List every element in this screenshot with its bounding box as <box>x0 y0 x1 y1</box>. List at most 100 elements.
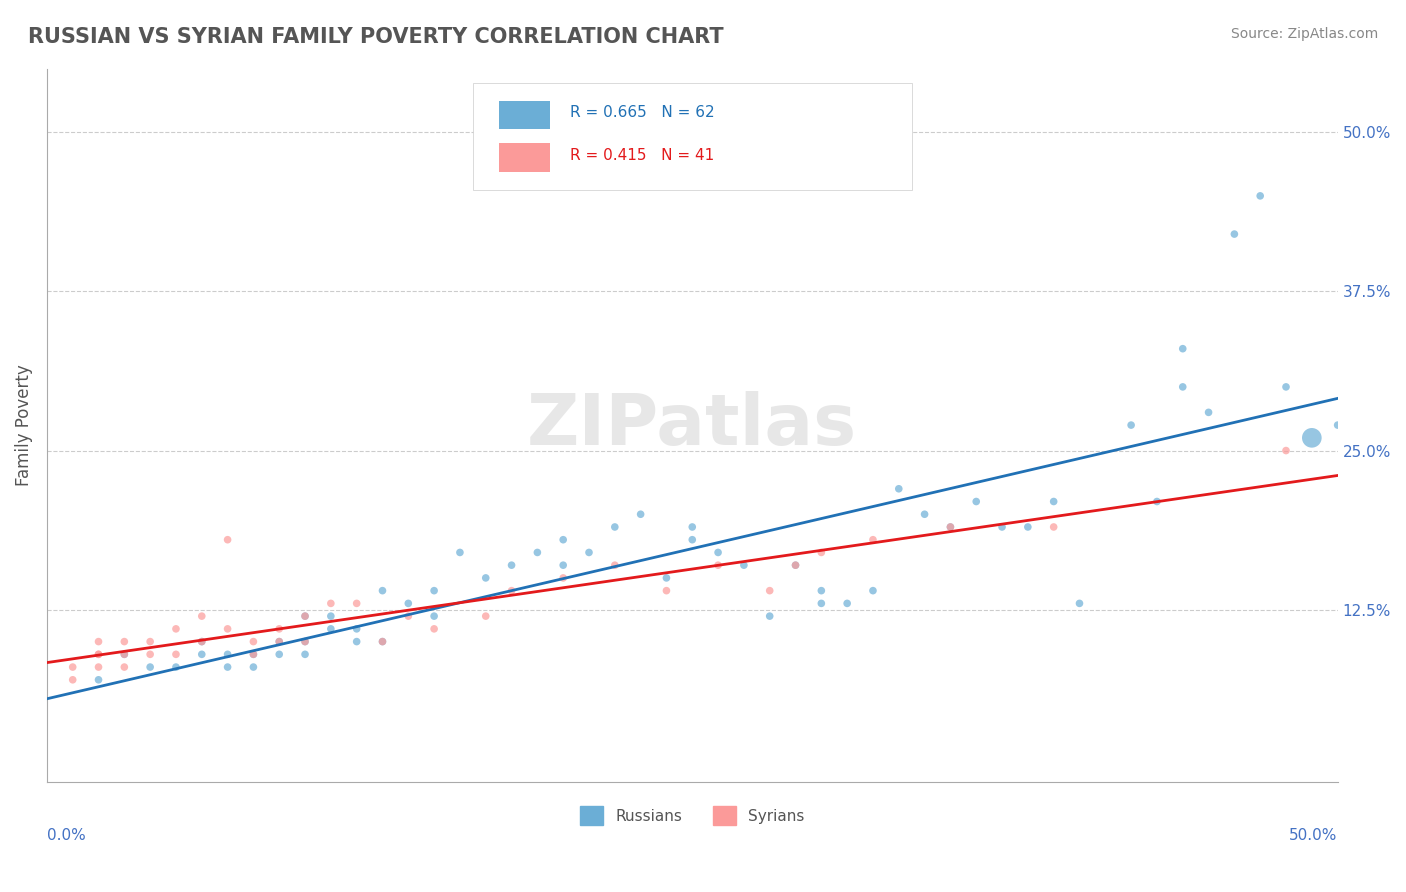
Point <box>87 648 110 662</box>
Point <box>294 609 316 624</box>
Point <box>991 520 1014 534</box>
Point <box>217 660 239 674</box>
Text: 50.0%: 50.0% <box>1289 828 1337 843</box>
Point <box>62 660 84 674</box>
Point <box>733 558 755 573</box>
Point <box>758 583 780 598</box>
Text: ZIPatlas: ZIPatlas <box>527 391 858 459</box>
Point <box>371 634 394 648</box>
Point <box>319 596 342 610</box>
Point <box>887 482 910 496</box>
Point <box>396 609 419 624</box>
Point <box>578 545 600 559</box>
Point <box>346 634 368 648</box>
Point <box>319 609 342 624</box>
Point <box>553 558 575 573</box>
Point <box>242 660 264 674</box>
Point <box>1223 227 1246 241</box>
Point <box>112 648 135 662</box>
Point <box>810 596 832 610</box>
Point <box>165 660 187 674</box>
Point <box>1069 596 1091 610</box>
Point <box>553 571 575 585</box>
Point <box>965 494 987 508</box>
Point <box>112 648 135 662</box>
Point <box>112 634 135 648</box>
Point <box>139 648 162 662</box>
Point <box>758 609 780 624</box>
Point <box>242 634 264 648</box>
Point <box>707 558 730 573</box>
Point <box>1119 418 1142 433</box>
Point <box>1017 520 1039 534</box>
Point <box>346 622 368 636</box>
Point <box>501 558 523 573</box>
Point <box>474 571 496 585</box>
Point <box>87 634 110 648</box>
Text: R = 0.415   N = 41: R = 0.415 N = 41 <box>569 148 714 163</box>
Point <box>269 634 291 648</box>
Point <box>655 571 678 585</box>
Point <box>785 558 807 573</box>
Point <box>655 583 678 598</box>
Point <box>707 545 730 559</box>
Point <box>1275 443 1298 458</box>
Text: 0.0%: 0.0% <box>46 828 86 843</box>
Bar <box>499 101 550 129</box>
Point <box>242 648 264 662</box>
Point <box>810 545 832 559</box>
Point <box>603 520 626 534</box>
Legend: Russians, Syrians: Russians, Syrians <box>574 800 810 831</box>
Point <box>785 558 807 573</box>
Point <box>165 622 187 636</box>
Point <box>269 622 291 636</box>
Text: Source: ZipAtlas.com: Source: ZipAtlas.com <box>1230 27 1378 41</box>
Point <box>553 533 575 547</box>
Point <box>294 648 316 662</box>
Point <box>191 634 214 648</box>
Point <box>139 634 162 648</box>
Point <box>939 520 962 534</box>
Point <box>681 520 703 534</box>
Point <box>269 648 291 662</box>
Point <box>1042 520 1064 534</box>
Point <box>165 648 187 662</box>
Point <box>1042 494 1064 508</box>
Point <box>112 660 135 674</box>
Point <box>217 648 239 662</box>
Point <box>319 622 342 636</box>
Point <box>87 648 110 662</box>
Point <box>1326 418 1348 433</box>
Point <box>217 622 239 636</box>
Point <box>396 596 419 610</box>
Point <box>914 508 936 522</box>
Point <box>423 609 446 624</box>
Point <box>862 533 884 547</box>
Point <box>862 583 884 598</box>
Point <box>423 622 446 636</box>
Point <box>371 583 394 598</box>
Text: RUSSIAN VS SYRIAN FAMILY POVERTY CORRELATION CHART: RUSSIAN VS SYRIAN FAMILY POVERTY CORRELA… <box>28 27 724 46</box>
Point <box>681 533 703 547</box>
Point <box>217 533 239 547</box>
Point <box>1171 380 1194 394</box>
Point <box>1249 189 1271 203</box>
Point <box>603 558 626 573</box>
Point <box>191 609 214 624</box>
Point <box>449 545 471 559</box>
Point <box>474 609 496 624</box>
Point <box>139 660 162 674</box>
Point <box>371 634 394 648</box>
Point <box>1171 342 1194 356</box>
Point <box>294 634 316 648</box>
Point <box>810 583 832 598</box>
Point <box>191 634 214 648</box>
Point <box>1198 405 1220 419</box>
Point <box>837 596 859 610</box>
Point <box>294 634 316 648</box>
Point <box>1301 431 1323 445</box>
FancyBboxPatch shape <box>472 83 911 190</box>
Point <box>269 634 291 648</box>
Point <box>1146 494 1168 508</box>
Point <box>526 545 548 559</box>
